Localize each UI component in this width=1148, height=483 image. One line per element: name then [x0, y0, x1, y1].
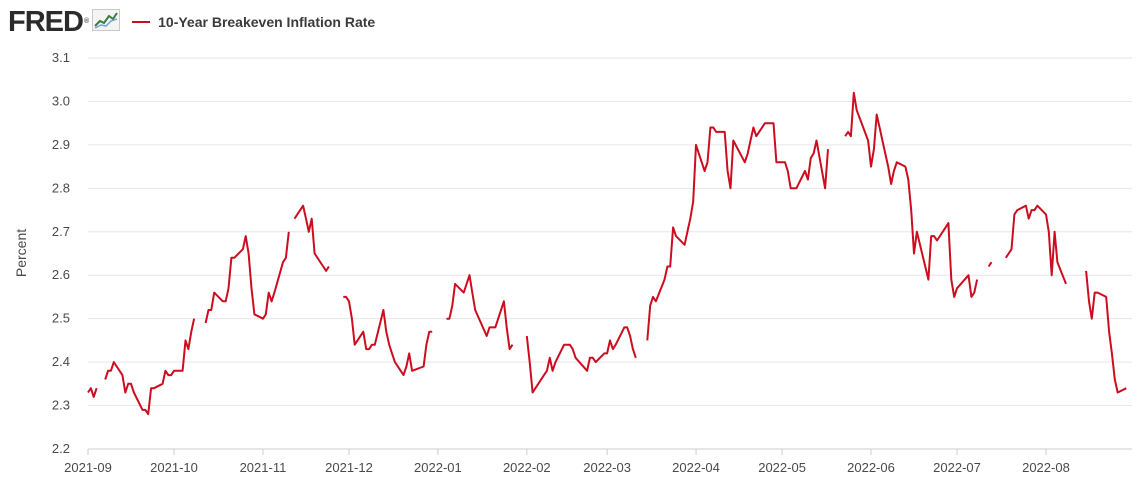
chart-header: FRED® 10-Year Breakeven Inflation Rate [8, 6, 375, 38]
y-axis-title: Percent [13, 229, 29, 277]
y-tick-label: 2.2 [52, 441, 70, 456]
series-line-segment[interactable] [204, 231, 290, 324]
y-tick-label: 2.5 [52, 311, 70, 326]
x-tick-label: 2022-05 [758, 460, 806, 475]
series-line-segment[interactable] [293, 204, 330, 272]
line-graph-icon [92, 8, 121, 36]
x-axis-ticks: 2021-09 2021-10 2021-11 2021-12 2022-01 2022-… [64, 449, 1070, 475]
y-tick-label: 3.0 [52, 93, 70, 108]
x-tick-label: 2022-06 [847, 460, 895, 475]
series-line-segment[interactable] [844, 91, 979, 298]
x-tick-label: 2021-11 [240, 460, 287, 475]
series-line-segment[interactable] [446, 274, 514, 351]
x-tick-label: 2022-04 [672, 460, 720, 475]
legend: 10-Year Breakeven Inflation Rate [132, 14, 375, 30]
grid-lines [88, 57, 1132, 407]
legend-swatch [132, 21, 151, 23]
x-tick-label: 2022-01 [414, 460, 462, 475]
series-line-segment[interactable] [1085, 270, 1127, 394]
series-group [87, 91, 1127, 416]
series-line-segment[interactable] [987, 261, 993, 268]
y-tick-label: 2.7 [52, 224, 70, 239]
series-line-segment[interactable] [1004, 204, 1067, 285]
y-axis-ticks: 2.2 2.3 2.4 2.5 2.6 2.7 2.8 2.9 3.0 3.1 [52, 50, 70, 456]
y-tick-label: 2.3 [52, 398, 70, 413]
x-tick-label: 2022-02 [503, 460, 551, 475]
legend-series-label: 10-Year Breakeven Inflation Rate [158, 14, 376, 30]
x-tick-label: 2021-10 [150, 460, 198, 475]
x-tick-label: 2021-09 [64, 460, 112, 475]
fred-logo[interactable]: FRED® [8, 6, 89, 38]
series-line-segment[interactable] [525, 326, 637, 394]
logo-trademark: ® [83, 18, 89, 25]
y-tick-label: 3.1 [52, 50, 70, 65]
logo-text: FRED [8, 6, 84, 38]
x-tick-label: 2022-08 [1022, 460, 1070, 475]
x-tick-label: 2022-03 [583, 460, 631, 475]
x-tick-label: 2022-07 [933, 460, 981, 475]
y-tick-label: 2.9 [52, 137, 70, 152]
y-tick-label: 2.4 [52, 354, 70, 369]
y-tick-label: 2.6 [52, 267, 70, 282]
series-line-segment[interactable] [87, 387, 98, 398]
series-line-segment[interactable] [104, 318, 196, 416]
series-line-segment[interactable] [343, 295, 433, 377]
series-line-segment[interactable] [646, 122, 829, 341]
x-tick-label: 2021-12 [325, 460, 373, 475]
y-tick-label: 2.8 [52, 180, 70, 195]
